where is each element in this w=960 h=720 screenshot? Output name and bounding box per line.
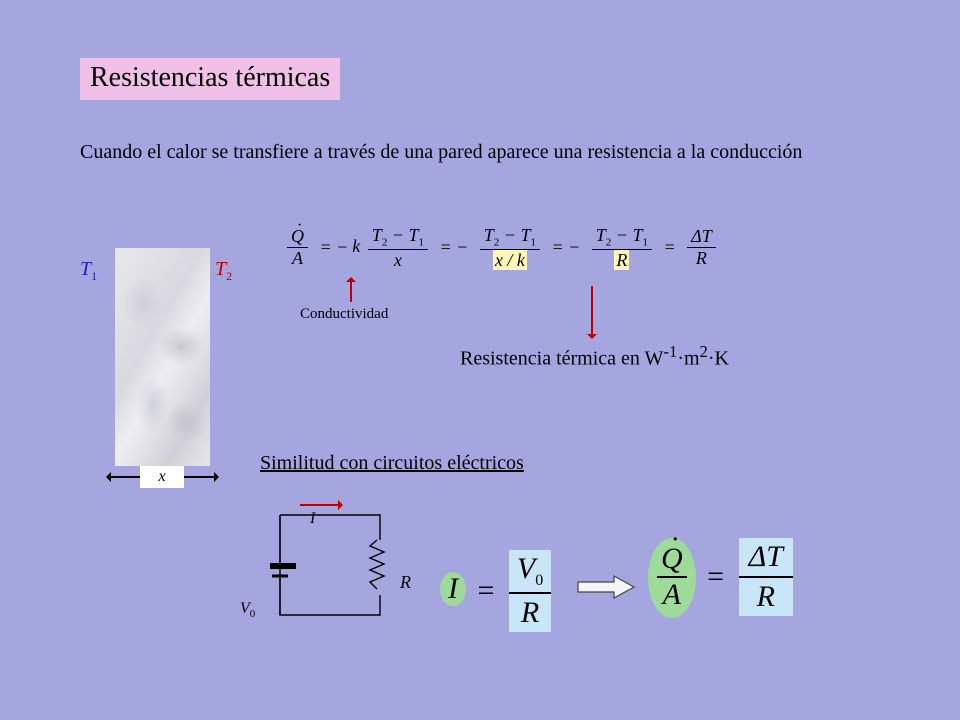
thermal-resistance-label: Resistencia térmica en W-1·m2·K xyxy=(460,342,729,371)
voltage-label: V0 xyxy=(240,600,255,620)
page-title: Resistencias térmicas xyxy=(80,58,340,100)
wall-slab xyxy=(115,248,210,466)
thermal-resistance-arrow xyxy=(591,286,593,336)
thermal-ohms-law: Q A = ΔT R xyxy=(648,538,796,618)
conductivity-arrow xyxy=(350,280,352,302)
current-arrow xyxy=(300,504,340,506)
conductivity-label: Conductividad xyxy=(300,306,388,323)
current-label: I xyxy=(310,510,315,528)
circuit-diagram xyxy=(270,500,390,620)
similitud-heading: Similitud con circuitos eléctricos xyxy=(260,452,524,475)
label-T2: T2 xyxy=(215,258,232,284)
intro-text: Cuando el calor se transfiere a través d… xyxy=(80,140,860,165)
heat-equation: Q A = −k T2 − T1 x = − T2 − T1 x / k = −… xyxy=(284,225,719,271)
x-label: x xyxy=(140,466,184,488)
ohms-law: I = V0 R xyxy=(440,550,554,632)
resistor-label: R xyxy=(400,572,411,593)
implies-arrow-icon xyxy=(576,574,636,600)
label-T1: T1 xyxy=(80,258,97,284)
